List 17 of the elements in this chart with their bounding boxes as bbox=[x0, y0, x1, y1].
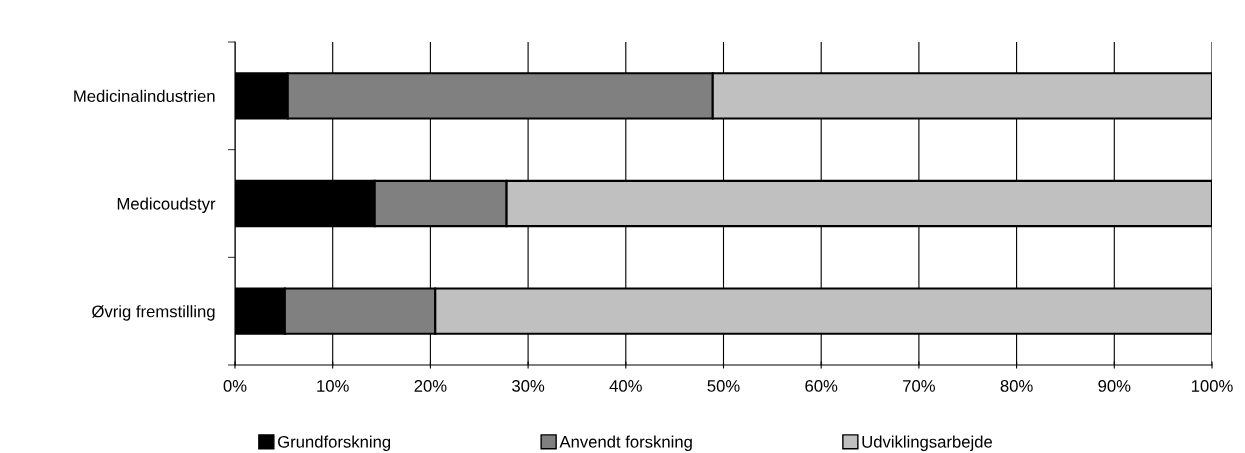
x-tick-label: 20% bbox=[414, 380, 447, 392]
legend-label: Anvendt forskning bbox=[559, 435, 692, 452]
x-tick-label: 80% bbox=[1000, 380, 1033, 392]
y-tick-label: Øvrig fremstilling bbox=[92, 305, 215, 321]
x-tick-label: 50% bbox=[707, 380, 740, 392]
x-tick-label: 70% bbox=[903, 380, 935, 392]
x-tick-label: 30% bbox=[512, 380, 545, 392]
legend-label: Grundforskning bbox=[278, 435, 391, 452]
x-tick-label: 90% bbox=[1098, 380, 1131, 392]
x-tick-label: 0% bbox=[223, 380, 247, 392]
x-tick-label: 40% bbox=[609, 380, 642, 392]
y-tick-label: Medicinalindustrien bbox=[74, 89, 215, 103]
legend-label: Udviklingsarbejde bbox=[862, 435, 993, 452]
y-tick-label: Medicoudstyr bbox=[117, 197, 216, 213]
x-tick-label: 10% bbox=[317, 380, 349, 392]
x-tick-label: 100% bbox=[1191, 380, 1233, 392]
x-tick-label: 60% bbox=[805, 380, 838, 392]
